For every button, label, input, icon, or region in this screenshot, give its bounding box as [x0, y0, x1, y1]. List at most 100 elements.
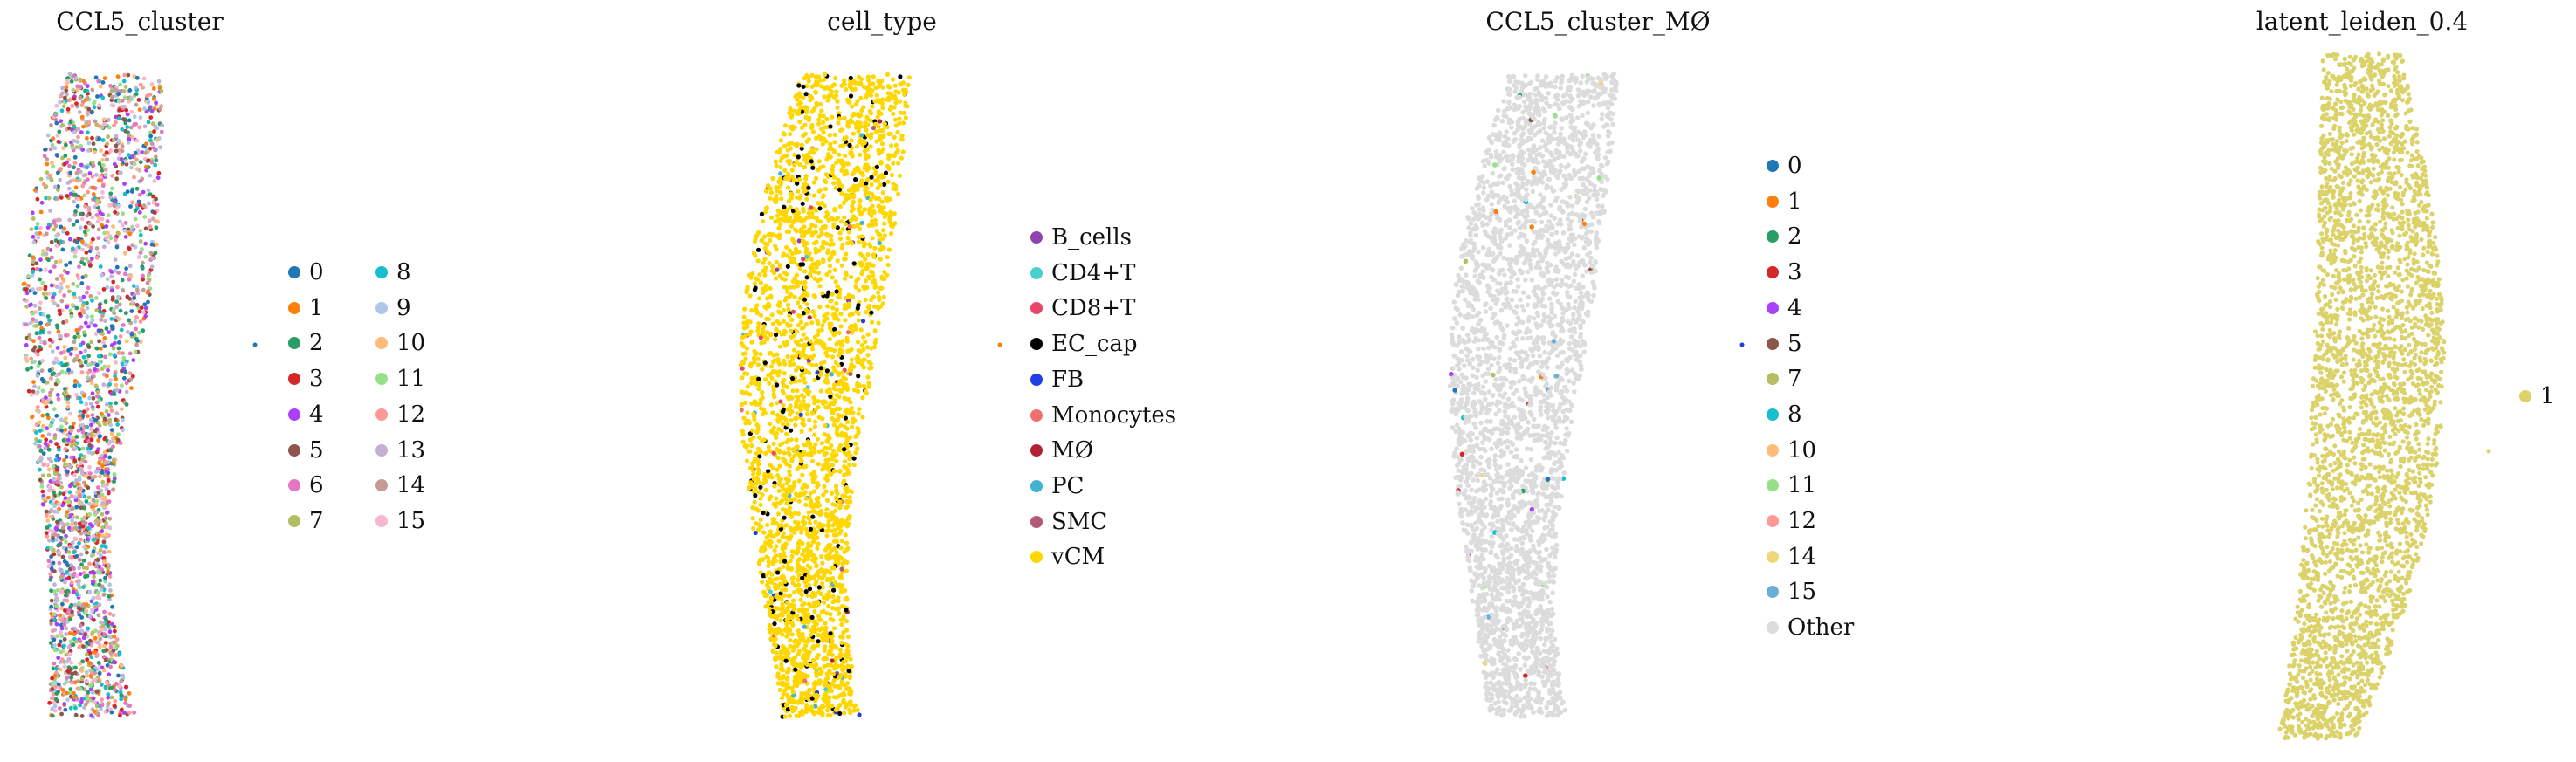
scatter-point — [83, 439, 88, 443]
scatter-point — [782, 515, 787, 520]
scatter-point — [785, 264, 790, 269]
scatter-point — [761, 290, 766, 295]
scatter-point — [74, 327, 79, 333]
scatter-point — [848, 371, 853, 376]
scatter-point — [858, 226, 863, 231]
scatter-point — [774, 259, 779, 264]
scatter-point — [124, 107, 129, 113]
scatter-point — [91, 579, 95, 584]
scatter-point — [827, 695, 832, 700]
scatter-point — [74, 505, 79, 510]
scatter-point — [786, 307, 791, 312]
scatter-point — [768, 196, 773, 201]
scatter-point — [815, 642, 820, 649]
scatter-point — [127, 88, 133, 93]
scatter-point — [112, 634, 117, 639]
scatter-point — [63, 390, 67, 395]
scatter-point — [839, 158, 844, 163]
scatter-point — [760, 367, 765, 372]
scatter-point — [754, 450, 759, 456]
scatter-point — [52, 471, 58, 476]
scatter-point — [51, 464, 56, 469]
scatter-point — [24, 355, 29, 360]
scatter-point — [835, 215, 841, 220]
scatter-point — [85, 696, 90, 701]
scatter-point — [70, 627, 75, 631]
scatter-point — [812, 401, 817, 406]
scatter-point — [138, 233, 143, 237]
scatter-point — [849, 489, 854, 495]
scatter-point — [97, 564, 101, 569]
scatter-point — [60, 688, 65, 692]
scatter-point — [70, 671, 75, 676]
scatter-point — [794, 713, 799, 718]
scatter-point — [113, 698, 118, 704]
scatter-point — [114, 388, 120, 393]
scatter-point — [100, 621, 105, 625]
scatter-point — [101, 382, 107, 388]
scatter-point — [46, 447, 52, 452]
scatter-point — [764, 206, 769, 211]
scatter-point — [820, 560, 825, 566]
scatter-point — [843, 296, 848, 301]
scatter-point — [806, 654, 811, 659]
scatter-point — [35, 196, 40, 202]
scatter-point — [88, 361, 93, 367]
scatter-point — [109, 186, 114, 191]
scatter-point — [113, 335, 118, 340]
scatter-point — [816, 234, 822, 239]
scatter-point — [73, 347, 78, 351]
scatter-point — [45, 225, 51, 230]
scatter-point — [742, 400, 747, 405]
scatter-point — [802, 548, 807, 553]
scatter-point — [86, 285, 91, 291]
scatter-point — [838, 143, 844, 148]
scatter-point — [762, 209, 768, 215]
scatter-point — [752, 416, 757, 422]
scatter-point — [150, 256, 155, 261]
scatter-point — [758, 312, 764, 318]
scatter-point — [820, 141, 825, 147]
scatter-point — [782, 285, 787, 290]
scatter-point — [107, 611, 113, 616]
scatter-point — [844, 339, 850, 344]
scatter-point — [770, 648, 775, 653]
scatter-point — [141, 260, 145, 265]
scatter-point — [29, 227, 34, 232]
scatter-point — [124, 339, 129, 344]
scatter-point — [85, 305, 90, 311]
scatter-point — [107, 582, 113, 587]
scatter-point — [59, 606, 64, 611]
scatter-point — [790, 388, 796, 394]
scatter-point — [810, 129, 816, 134]
scatter-point — [101, 539, 107, 545]
scatter-point — [128, 204, 133, 209]
scatter-point — [827, 269, 832, 274]
scatter-point — [138, 239, 143, 244]
scatter-point — [93, 173, 99, 177]
scatter-point — [773, 587, 778, 592]
scatter-point — [112, 161, 117, 167]
scatter-point — [108, 378, 113, 383]
scatter-point — [112, 479, 117, 484]
scatter-point — [90, 185, 95, 190]
scatter-point — [817, 284, 823, 289]
scatter-point — [65, 194, 70, 198]
scatter-point — [77, 601, 81, 606]
scatter-point — [134, 223, 140, 229]
scatter-point — [59, 520, 64, 525]
scatter-point — [791, 607, 796, 612]
scatter-point — [77, 585, 82, 590]
scatter-point — [117, 683, 122, 689]
scatter-point — [791, 285, 796, 290]
scatter-point — [796, 312, 802, 319]
scatter-point — [47, 337, 52, 342]
scatter-point — [111, 457, 116, 463]
scatter-point — [772, 271, 777, 276]
scatter-point — [856, 303, 861, 308]
scatter-point — [130, 299, 135, 304]
scatter-point — [106, 491, 111, 496]
scatter-point — [64, 416, 68, 421]
scatter-point — [32, 384, 37, 389]
scatter-point — [138, 160, 143, 165]
